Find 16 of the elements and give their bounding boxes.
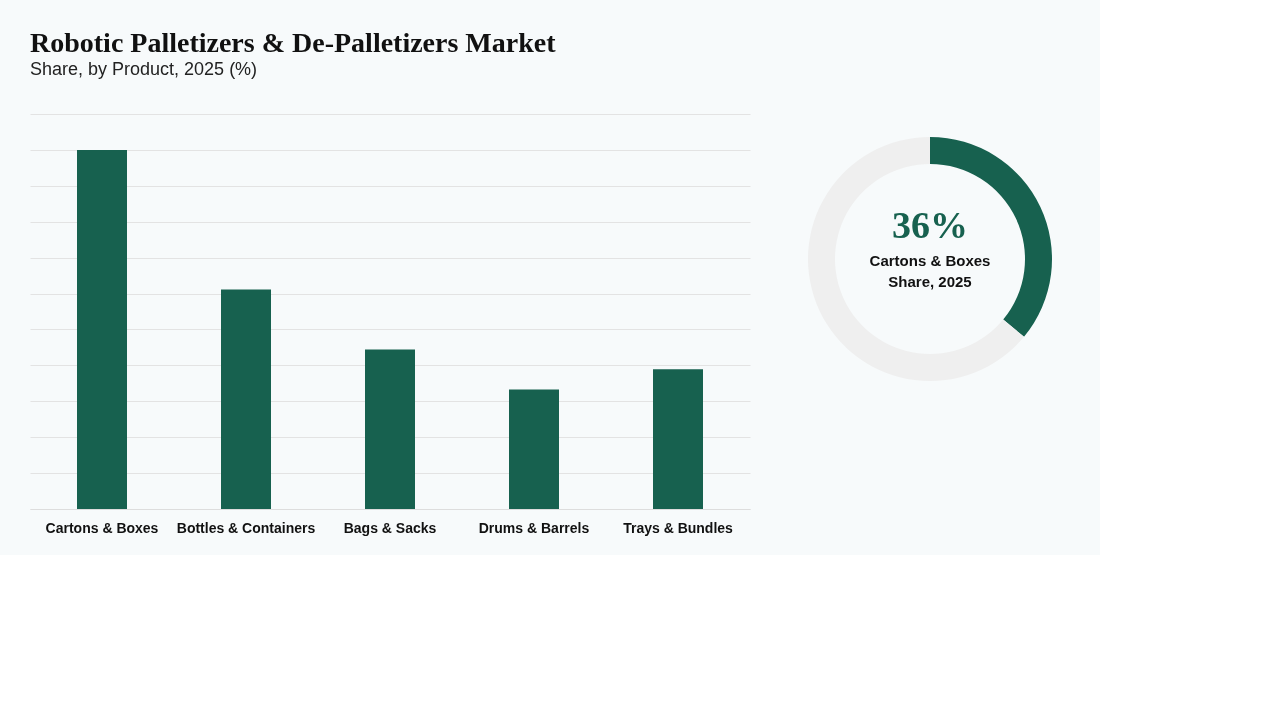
bar xyxy=(221,289,271,509)
chart-subtitle: Share, by Product, 2025 (%) xyxy=(30,59,258,79)
text: Share, 2025 xyxy=(888,273,972,290)
x-tick-label: Trays & Bundles xyxy=(623,519,734,536)
chart-title: Robotic Palletizers & De-Palletizers Market xyxy=(30,27,557,58)
data-label: 36% xyxy=(892,204,968,246)
bar xyxy=(365,349,415,509)
x-tick-label: Cartons & Boxes xyxy=(45,519,159,536)
x-tick-label: Bottles & Containers xyxy=(176,519,316,536)
bar xyxy=(77,149,127,509)
donut-slice xyxy=(808,137,1024,381)
bar xyxy=(509,389,559,509)
text: Cartons & Boxes xyxy=(869,252,991,269)
x-tick-label: Bags & Sacks xyxy=(343,519,437,536)
bar xyxy=(653,369,703,509)
x-tick-label: Drums & Barrels xyxy=(478,519,590,536)
